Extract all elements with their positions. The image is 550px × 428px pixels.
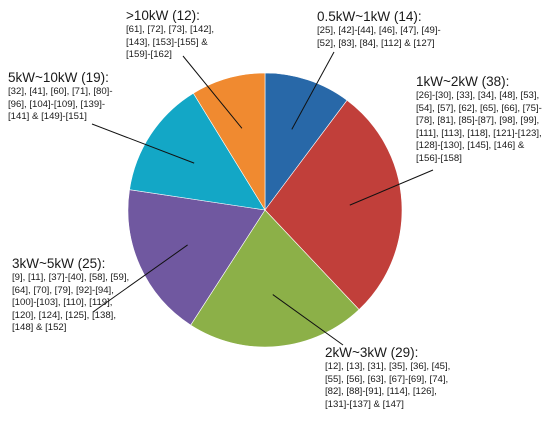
leader-line-5kw-10kw (91, 123, 195, 164)
label-5kw-10kw: 5kW~10kW (19): [32], [41], [60], [71], [… (8, 70, 126, 124)
slice-refs-0-5kw-1kw: [25], [42]-[44], [46], [47], [49]-[52], … (317, 25, 441, 49)
slice-label-3kw-5kw: 3kW~5kW (25): (12, 256, 106, 271)
leader-line-1kw-2kw (349, 169, 434, 206)
slice-refs-2kw-3kw: [12], [13], [31], [35], [36], [45], [55]… (325, 361, 451, 410)
leader-line-3kw-5kw (92, 244, 188, 313)
label-0-5kw-1kw: 0.5kW~1kW (14): [25], [42]-[44], [46], [… (317, 9, 457, 50)
pie-slice-0-5kw-1kw (264, 72, 348, 211)
slice-refs-1kw-2kw: [26]-[30], [33], [34], [48], [53], [54],… (416, 90, 542, 164)
slice-label-0-5kw-1kw: 0.5kW~1kW (14): (317, 9, 422, 24)
leader-line--10kw (182, 55, 243, 129)
pie-slice-1kw-2kw (264, 99, 403, 311)
label-over-10kw: >10kW (12): [61], [72], [73], [142], [14… (126, 8, 230, 62)
leader-lines (91, 51, 434, 346)
leader-line-0-5kw-1kw (291, 51, 335, 130)
slice-label-2kw-3kw: 2kW~3kW (29): (325, 345, 419, 360)
slice-label-over-10kw: >10kW (12): (126, 8, 200, 23)
label-2kw-3kw: 2kW~3kW (29): [12], [13], [31], [35], [3… (325, 345, 453, 411)
pie-slice--10kw (192, 72, 266, 212)
pie-slice-2kw-3kw (190, 209, 360, 348)
slice-refs-5kw-10kw: [32], [41], [60], [71], [80]-[96], [104]… (8, 86, 113, 123)
leader-line-2kw-3kw (272, 294, 344, 346)
pie-slices (127, 72, 403, 348)
slice-refs-over-10kw: [61], [72], [73], [142], [143], [153]-[1… (126, 24, 215, 61)
pie-slice-5kw-10kw (129, 92, 266, 211)
label-1kw-2kw: 1kW~2kW (38): [26]-[30], [33], [34], [48… (416, 74, 548, 166)
slice-label-1kw-2kw: 1kW~2kW (38): (416, 74, 510, 89)
pie-slice-3kw-5kw (127, 189, 266, 326)
slice-refs-3kw-5kw: [9], [11], [37]-[40], [58], [59], [64], … (12, 272, 130, 334)
label-3kw-5kw: 3kW~5kW (25): [9], [11], [37]-[40], [58]… (12, 256, 139, 335)
slice-label-5kw-10kw: 5kW~10kW (19): (8, 70, 109, 85)
